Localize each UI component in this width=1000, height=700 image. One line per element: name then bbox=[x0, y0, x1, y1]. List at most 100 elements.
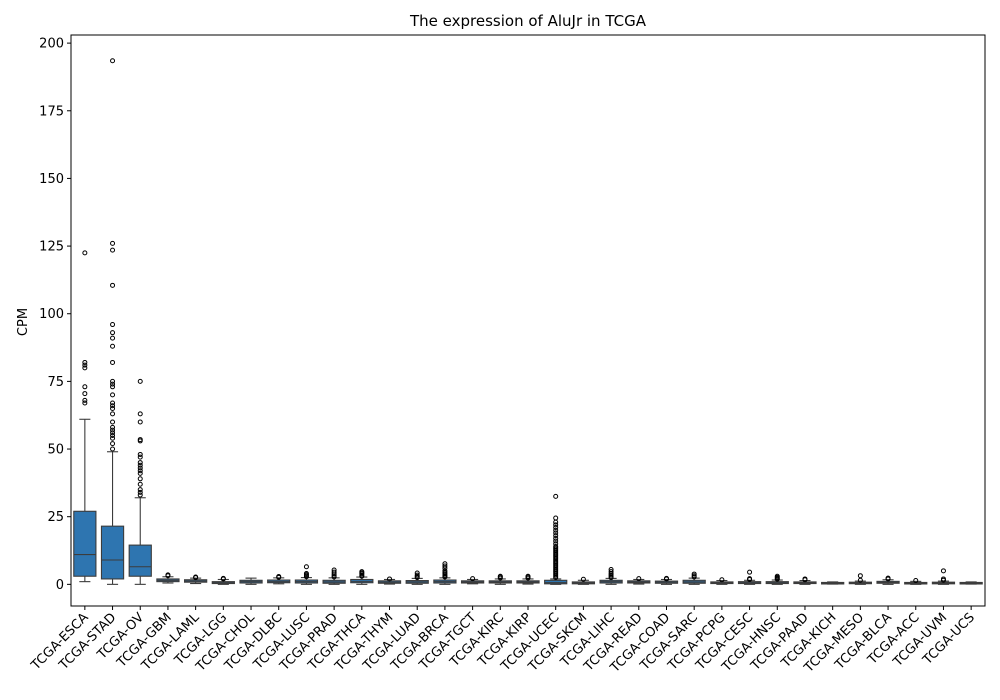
box-tcga-ucec bbox=[544, 493, 568, 585]
box-tcga-esca bbox=[73, 250, 97, 583]
outlier-point bbox=[442, 561, 448, 567]
y-axis-label: CPM bbox=[16, 308, 31, 336]
outlier-point bbox=[137, 378, 143, 384]
outlier-point bbox=[553, 522, 559, 528]
box-tcga-uvm bbox=[931, 568, 956, 585]
box-tcga-tgct bbox=[460, 576, 485, 585]
box-tcga-gbm bbox=[156, 572, 180, 584]
outlier-point bbox=[553, 533, 559, 539]
outlier-point bbox=[82, 397, 88, 403]
outlier-point bbox=[137, 470, 143, 476]
outlier-point bbox=[553, 525, 559, 531]
outlier-point bbox=[553, 543, 559, 549]
box-tcga-kirc bbox=[488, 573, 512, 585]
box-tcga-lgg bbox=[211, 575, 235, 585]
y-tick-label: 200 bbox=[39, 37, 64, 52]
outlier-point bbox=[110, 330, 116, 336]
outlier-point bbox=[414, 572, 420, 578]
box-iqr bbox=[128, 544, 152, 577]
outlier-point bbox=[110, 441, 116, 447]
outlier-point bbox=[137, 489, 143, 495]
box-tcga-skcm bbox=[571, 576, 596, 585]
outlier-point bbox=[82, 359, 88, 365]
outlier-point bbox=[137, 460, 143, 466]
outlier-point bbox=[110, 433, 116, 439]
outlier-point bbox=[110, 427, 116, 433]
outlier-point bbox=[82, 362, 88, 368]
outlier-point bbox=[387, 576, 393, 582]
outlier-point bbox=[137, 454, 143, 460]
outlier-point bbox=[110, 435, 116, 441]
outlier-point bbox=[110, 400, 116, 406]
box-tcga-dlbc bbox=[267, 574, 291, 585]
box-tcga-ucs bbox=[959, 581, 983, 585]
box-iqr bbox=[73, 510, 97, 577]
outlier-point bbox=[303, 564, 309, 570]
box-tcga-thym bbox=[377, 576, 402, 585]
outlier-point bbox=[137, 451, 143, 457]
outlier-point bbox=[940, 568, 946, 574]
outlier-point bbox=[110, 378, 116, 384]
outlier-point bbox=[470, 576, 476, 582]
outlier-point bbox=[82, 384, 88, 390]
outlier-point bbox=[193, 574, 199, 580]
outlier-point bbox=[553, 538, 559, 544]
outlier-point bbox=[137, 419, 143, 425]
outlier-point bbox=[110, 424, 116, 430]
y-tick-label: 0 bbox=[56, 578, 64, 593]
box-tcga-meso bbox=[848, 573, 872, 585]
outlier-point bbox=[553, 530, 559, 536]
box-tcga-kirp bbox=[516, 573, 540, 585]
outlier-point bbox=[497, 573, 503, 579]
outlier-point bbox=[940, 576, 946, 582]
chart-title: The expression of AluJr in TCGA bbox=[409, 12, 647, 30]
y-tick-label: 125 bbox=[39, 240, 64, 255]
outlier-point bbox=[414, 570, 420, 576]
box-tcga-stad bbox=[100, 58, 125, 585]
box-tcga-lihc bbox=[599, 566, 623, 585]
outlier-point bbox=[110, 419, 116, 425]
outlier-point bbox=[165, 572, 171, 578]
box-tcga-luad bbox=[405, 570, 429, 585]
outlier-point bbox=[110, 359, 116, 365]
outlier-point bbox=[110, 381, 116, 387]
outlier-point bbox=[553, 527, 559, 533]
outlier-point bbox=[82, 391, 88, 397]
outlier-point bbox=[553, 493, 559, 499]
outlier-point bbox=[110, 282, 116, 288]
outlier-point bbox=[82, 250, 88, 256]
outlier-point bbox=[857, 573, 863, 579]
outlier-point bbox=[885, 575, 891, 581]
box-tcga-kich bbox=[821, 581, 845, 585]
outlier-point bbox=[110, 392, 116, 398]
outlier-point bbox=[137, 437, 143, 443]
plot-frame bbox=[70, 34, 986, 607]
box-tcga-coad bbox=[654, 575, 679, 585]
y-tick-label: 100 bbox=[39, 307, 64, 322]
outlier-point bbox=[663, 575, 669, 581]
outlier-point bbox=[110, 411, 116, 417]
box-tcga-pcpg bbox=[710, 577, 734, 585]
outlier-point bbox=[276, 574, 282, 580]
box-iqr bbox=[544, 579, 568, 585]
outlier-point bbox=[580, 576, 586, 582]
box-tcga-hnsc bbox=[765, 573, 789, 585]
box-tcga-laml bbox=[184, 574, 208, 585]
outlier-point bbox=[636, 576, 642, 582]
outlier-point bbox=[857, 577, 863, 583]
outlier-point bbox=[553, 541, 559, 547]
outlier-point bbox=[553, 519, 559, 525]
outlier-point bbox=[719, 577, 725, 583]
outlier-point bbox=[359, 569, 365, 575]
box-tcga-brca bbox=[433, 561, 457, 585]
outlier-point bbox=[110, 322, 116, 328]
outlier-point bbox=[137, 465, 143, 471]
box-tcga-chol bbox=[239, 577, 263, 585]
outlier-point bbox=[137, 487, 143, 493]
outlier-point bbox=[802, 576, 808, 582]
y-tick-label: 75 bbox=[47, 375, 64, 390]
outlier-point bbox=[110, 405, 116, 411]
outlier-point bbox=[691, 571, 697, 577]
box-tcga-cesc bbox=[737, 569, 762, 585]
